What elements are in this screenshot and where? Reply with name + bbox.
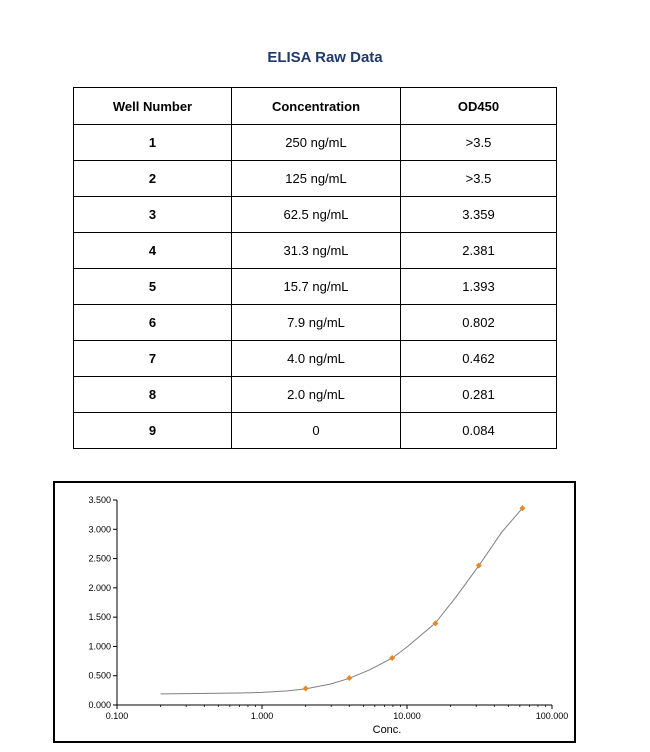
- table-row: 7 4.0 ng/mL 0.462: [73, 340, 557, 377]
- well-number-cell: 8: [73, 376, 232, 413]
- chart-plot: 0.000 0.500 1.000 1.500 2.000 2.500 3.000 3.500…: [88, 495, 569, 736]
- x-tick-label: 100.000: [536, 711, 569, 721]
- table-row: 2 125 ng/mL >3.5: [73, 160, 557, 197]
- data-point: [519, 505, 526, 512]
- y-tick-label: 3.500: [88, 495, 111, 505]
- well-number-cell: 9: [73, 412, 232, 449]
- data-point: [475, 562, 482, 569]
- concentration-cell: 2.0 ng/mL: [231, 376, 401, 413]
- data-point: [302, 685, 309, 692]
- concentration-cell: 7.9 ng/mL: [231, 304, 401, 341]
- standard-curve-chart: 0.000 0.500 1.000 1.500 2.000 2.500 3.000 3.500…: [53, 481, 576, 743]
- od450-cell: >3.5: [400, 160, 557, 197]
- table-row: 6 7.9 ng/mL 0.802: [73, 304, 557, 341]
- well-number-cell: 7: [73, 340, 232, 377]
- y-tick-label: 1.000: [88, 641, 111, 651]
- concentration-cell: 0: [231, 412, 401, 449]
- y-tick-label: 0.500: [88, 671, 111, 681]
- x-tick-label: 1.000: [251, 711, 274, 721]
- y-tick-label: 3.000: [88, 524, 111, 534]
- table-row: 8 2.0 ng/mL 0.281: [73, 376, 557, 413]
- well-number-cell: 4: [73, 232, 232, 269]
- y-tick-label: 0.000: [88, 700, 111, 710]
- table-row: 1 250 ng/mL >3.5: [73, 124, 557, 161]
- table-row: 5 15.7 ng/mL 1.393: [73, 268, 557, 305]
- od450-cell: 0.084: [400, 412, 557, 449]
- standard-curve-line: [160, 507, 523, 695]
- well-number-cell: 3: [73, 196, 232, 233]
- y-tick-label: 1.500: [88, 612, 111, 622]
- well-number-cell: 1: [73, 124, 232, 161]
- well-number-cell: 5: [73, 268, 232, 305]
- page-title: ELISA Raw Data: [267, 49, 383, 66]
- table-header-row: Well Number Concentration OD450: [73, 87, 557, 125]
- data-point: [389, 655, 396, 662]
- table-row: 3 62.5 ng/mL 3.359: [73, 196, 557, 233]
- x-axis-label: Conc.: [373, 724, 402, 736]
- elisa-raw-data-table: Well Number Concentration OD450 1 250 ng/…: [73, 87, 557, 449]
- concentration-cell: 62.5 ng/mL: [231, 196, 401, 233]
- od450-cell: 0.462: [400, 340, 557, 377]
- well-number-cell: 2: [73, 160, 232, 197]
- od450-cell: >3.5: [400, 124, 557, 161]
- y-tick-label: 2.000: [88, 583, 111, 593]
- od450-cell: 2.381: [400, 232, 557, 269]
- header-well-number: Well Number: [73, 87, 232, 125]
- od450-cell: 0.281: [400, 376, 557, 413]
- concentration-cell: 4.0 ng/mL: [231, 340, 401, 377]
- od450-cell: 1.393: [400, 268, 557, 305]
- concentration-cell: 250 ng/mL: [231, 124, 401, 161]
- x-tick-label: 0.100: [106, 711, 129, 721]
- header-concentration: Concentration: [231, 87, 401, 125]
- od450-cell: 3.359: [400, 196, 557, 233]
- well-number-cell: 6: [73, 304, 232, 341]
- concentration-cell: 15.7 ng/mL: [231, 268, 401, 305]
- table-row: 9 0 0.084: [73, 412, 557, 449]
- od450-cell: 0.802: [400, 304, 557, 341]
- data-point: [346, 674, 353, 681]
- x-tick-label: 10.000: [393, 711, 421, 721]
- concentration-cell: 31.3 ng/mL: [231, 232, 401, 269]
- data-point: [432, 620, 439, 627]
- concentration-cell: 125 ng/mL: [231, 160, 401, 197]
- y-tick-label: 2.500: [88, 554, 111, 564]
- header-od450: OD450: [400, 87, 557, 125]
- table-row: 4 31.3 ng/mL 2.381: [73, 232, 557, 269]
